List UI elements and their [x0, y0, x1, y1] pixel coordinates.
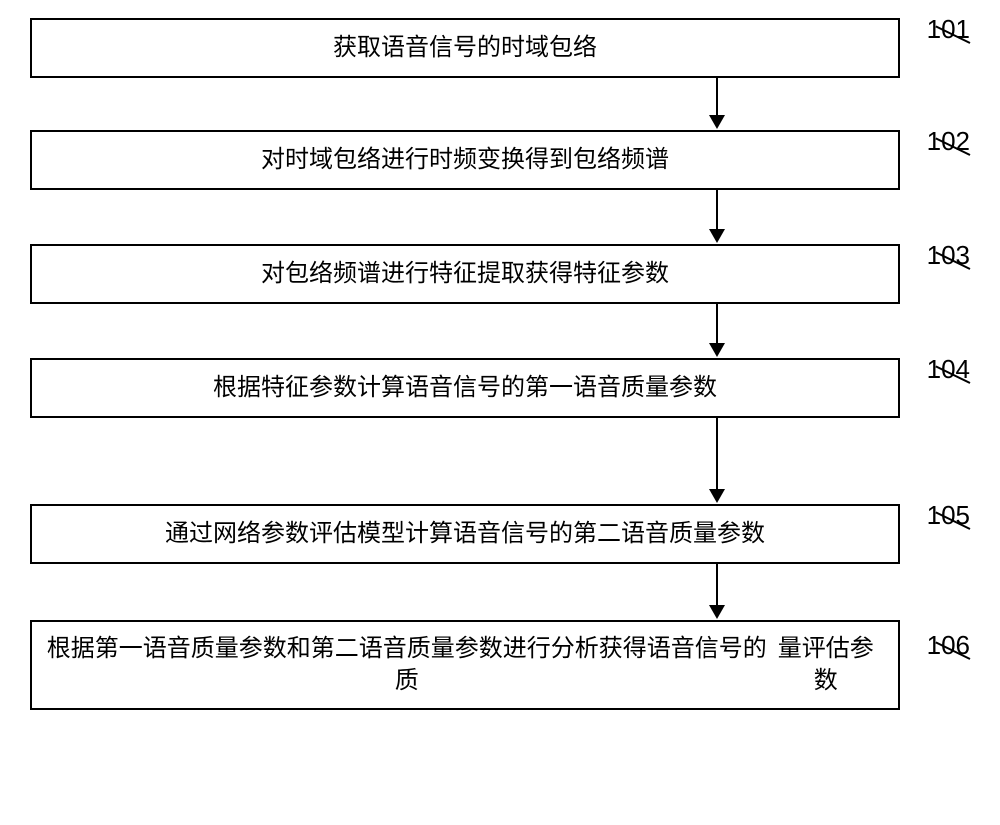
step-box-106: 根据第一语音质量参数和第二语音质量参数进行分析获得语音信号的质量评估参数 — [30, 620, 900, 710]
step-row-104: 根据特征参数计算语音信号的第一语音质量参数 104 — [30, 358, 970, 418]
callout-106: 106 — [927, 632, 970, 660]
step-box-105: 通过网络参数评估模型计算语音信号的第二语音质量参数 — [30, 504, 900, 564]
step-row-103: 对包络频谱进行特征提取获得特征参数 103 — [30, 244, 970, 304]
arrow-head-icon — [709, 605, 725, 619]
callout-105: 105 — [927, 502, 970, 530]
step-row-106: 根据第一语音质量参数和第二语音质量参数进行分析获得语音信号的质量评估参数 106 — [30, 620, 970, 710]
arrow-head-icon — [709, 229, 725, 243]
arrow-head-icon — [709, 115, 725, 129]
step-box-102: 对时域包络进行时频变换得到包络频谱 — [30, 130, 900, 190]
arrow-down-102 — [464, 190, 970, 244]
arrow-head-icon — [709, 489, 725, 503]
step-row-102: 对时域包络进行时频变换得到包络频谱 102 — [30, 130, 970, 190]
arrow-down-104 — [464, 418, 970, 504]
callout-102: 102 — [927, 128, 970, 156]
arrow-down-101 — [464, 78, 970, 130]
arrow-down-103 — [464, 304, 970, 358]
arrow-down-105 — [464, 564, 970, 620]
arrow-head-icon — [709, 343, 725, 357]
arrow-line-icon — [716, 564, 718, 606]
step-row-101: 获取语音信号的时域包络 101 — [30, 18, 970, 78]
step-box-101: 获取语音信号的时域包络 — [30, 18, 900, 78]
callout-103: 103 — [927, 242, 970, 270]
arrow-line-icon — [716, 78, 718, 116]
flowchart-container: 获取语音信号的时域包络 101 对时域包络进行时频变换得到包络频谱 102 对包络频谱进… — [30, 18, 970, 710]
arrow-line-icon — [716, 418, 718, 490]
callout-101: 101 — [927, 16, 970, 44]
callout-104: 104 — [927, 356, 970, 384]
arrow-line-icon — [716, 304, 718, 344]
step-row-105: 通过网络参数评估模型计算语音信号的第二语音质量参数 105 — [30, 504, 970, 564]
step-box-104: 根据特征参数计算语音信号的第一语音质量参数 — [30, 358, 900, 418]
step-box-103: 对包络频谱进行特征提取获得特征参数 — [30, 244, 900, 304]
arrow-line-icon — [716, 190, 718, 230]
